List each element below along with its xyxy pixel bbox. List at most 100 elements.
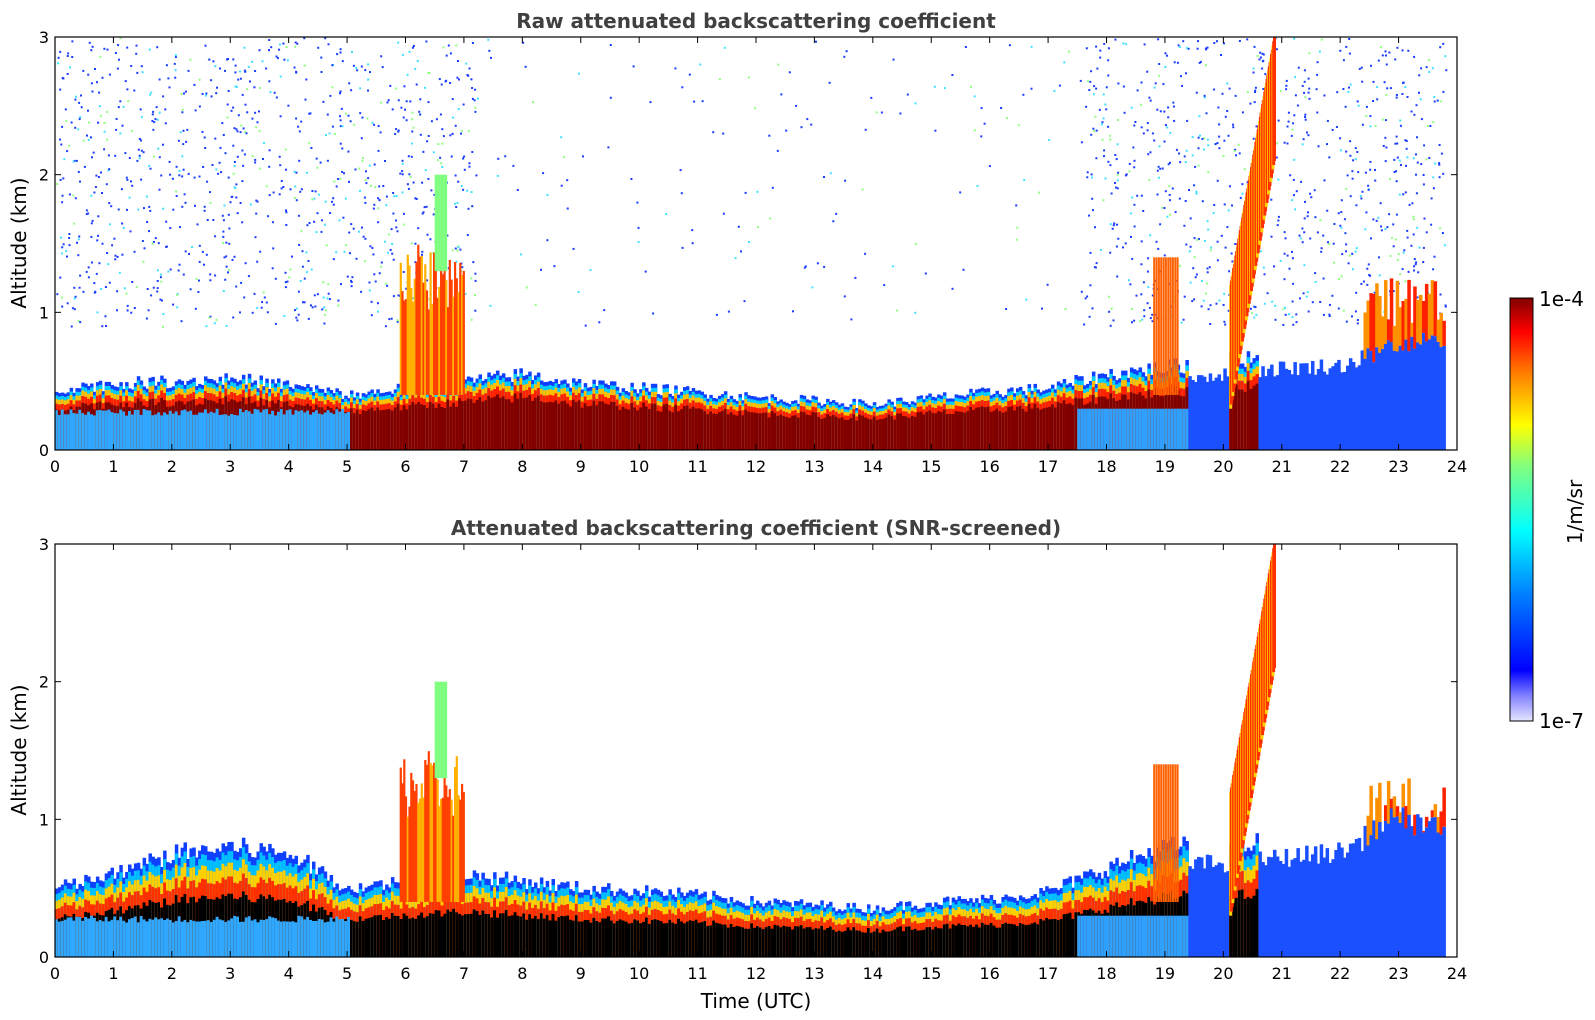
noise-pixel [174, 54, 177, 57]
noise-pixel [1252, 71, 1255, 74]
noise-pixel [1167, 116, 1170, 119]
noise-pixel [1277, 178, 1280, 181]
noise-pixel [377, 302, 379, 305]
noise-pixel [1288, 267, 1291, 270]
noise-pixel [1105, 108, 1108, 111]
noise-pixel [1413, 269, 1415, 272]
layer-column [496, 394, 500, 450]
layer-column [1305, 363, 1309, 450]
noise-pixel [1349, 140, 1352, 143]
noise-pixel [1345, 320, 1348, 323]
noise-pixel [1261, 67, 1264, 70]
noise-pixel [175, 190, 178, 193]
noise-pixel [959, 191, 962, 194]
noise-pixel [189, 288, 192, 291]
surface-layer [253, 408, 258, 450]
noise-pixel [154, 237, 157, 240]
noise-pixel [73, 297, 76, 300]
noise-pixel [156, 46, 159, 49]
layer-column [1074, 397, 1078, 450]
noise-pixel [563, 156, 566, 159]
noise-pixel [301, 265, 304, 268]
layer-column [516, 398, 520, 450]
noise-pixel [1425, 66, 1428, 69]
noise-pixel [335, 185, 338, 188]
noise-pixel [1381, 54, 1384, 57]
layer-column [1223, 368, 1227, 450]
noise-pixel [228, 227, 231, 230]
noise-pixel [117, 106, 120, 109]
noise-pixel [222, 290, 225, 292]
surface-layer [151, 415, 155, 450]
noise-pixel [98, 105, 101, 108]
surface-layer [122, 920, 126, 957]
noise-pixel [636, 201, 639, 204]
noise-pixel [229, 201, 232, 204]
noise-pixel [1358, 67, 1361, 70]
noise-pixel [1293, 37, 1296, 40]
noise-pixel [1141, 318, 1144, 321]
plume-column [454, 262, 457, 395]
noise-pixel [458, 78, 460, 81]
plume-column [461, 274, 464, 395]
noise-pixel [1395, 135, 1398, 138]
surface-layer [136, 922, 141, 957]
cloud-column [1404, 298, 1408, 340]
surface-layer [341, 408, 345, 450]
layer-column [706, 414, 710, 450]
noise-pixel [1253, 45, 1256, 48]
surface-layer [163, 920, 167, 957]
noise-pixel [843, 55, 846, 58]
plume-column [408, 265, 411, 395]
noise-pixel [1015, 238, 1018, 241]
noise-pixel [1378, 256, 1380, 259]
noise-pixel [1201, 280, 1204, 282]
noise-pixel [1416, 161, 1419, 164]
noise-pixel [57, 56, 60, 59]
noise-pixel [329, 212, 332, 214]
noise-pixel [103, 130, 106, 133]
layer-column [1191, 379, 1195, 450]
surface-layer [157, 919, 161, 957]
noise-pixel [1323, 179, 1326, 182]
noise-pixel [175, 195, 178, 197]
noise-pixel [195, 278, 198, 281]
noise-pixel [363, 196, 366, 199]
layer-column [986, 406, 991, 450]
noise-pixel [414, 197, 417, 200]
noise-pixel [1332, 242, 1335, 245]
noise-pixel [1135, 294, 1138, 297]
noise-pixel [1374, 169, 1376, 171]
noise-pixel [344, 197, 347, 200]
noise-pixel [215, 318, 218, 321]
noise-pixel [1284, 306, 1286, 309]
noise-pixel [1068, 50, 1071, 53]
noise-pixel [1164, 65, 1167, 68]
surface-layer [55, 410, 59, 450]
noise-pixel [1429, 125, 1432, 127]
noise-pixel [353, 123, 356, 126]
noise-pixel [1103, 155, 1105, 158]
surface-layer [224, 921, 228, 957]
layer-column [1246, 380, 1251, 450]
surface-layer [250, 413, 255, 450]
noise-pixel [156, 287, 159, 290]
layer-column [583, 403, 588, 450]
noise-pixel [235, 285, 238, 288]
noise-pixel [65, 250, 68, 253]
noise-pixel [835, 212, 838, 215]
noise-pixel [1299, 297, 1301, 300]
noise-pixel [1318, 50, 1321, 53]
surface-layer [1156, 408, 1160, 450]
layer-column [352, 413, 357, 450]
noise-pixel [1198, 61, 1201, 64]
noise-pixel [182, 143, 185, 146]
layer-column [621, 406, 626, 450]
noise-pixel [156, 269, 159, 272]
surface-layer [148, 410, 152, 450]
layer-column [1343, 371, 1347, 450]
noise-pixel [1079, 79, 1082, 82]
noise-pixel [419, 98, 422, 101]
noise-pixel [637, 241, 640, 244]
surface-layer [312, 920, 316, 957]
